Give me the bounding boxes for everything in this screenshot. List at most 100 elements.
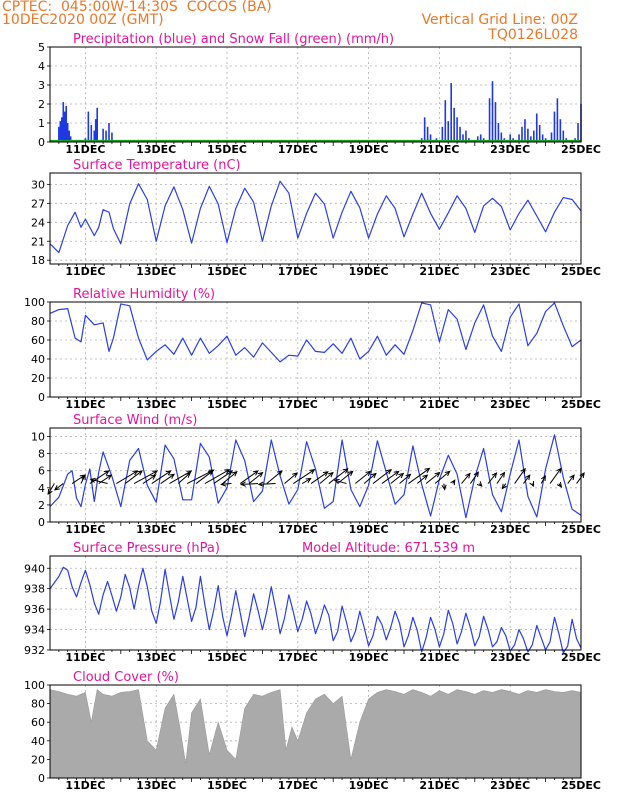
panel4-wind-arrow-head — [327, 471, 334, 478]
panel1-xtick-label: 11DEC — [65, 143, 105, 156]
panel4-xtick-label: 25DEC — [561, 523, 601, 536]
panel2-title-surface: Surface Temperature (nC) — [73, 158, 241, 173]
panel6-xtick-label: 17DEC — [278, 779, 318, 792]
panel4-wind-arrow-head — [53, 485, 60, 491]
panel1-precip-bar — [538, 124, 541, 142]
panel3-xtick-label: 25DEC — [561, 398, 601, 411]
panel1-precip-bar — [66, 123, 69, 142]
panel1-precip-bar — [87, 111, 90, 142]
panel4-wind-arrow-head — [370, 472, 377, 479]
panel4-wind-arrow-head — [89, 477, 96, 483]
panel1-precip-bar — [450, 83, 452, 142]
panel4-wind-arrow-head — [150, 474, 157, 480]
panel4-wind-arrow — [213, 470, 233, 484]
panel1-precip-bar — [90, 124, 93, 142]
panel1-xtick-label: 25DEC — [561, 143, 601, 156]
panel1-precip-bar — [108, 123, 110, 142]
panel6-cloud-area — [49, 689, 582, 779]
panel1-ytick-label: 4 — [38, 60, 45, 73]
panel4-wind-arrow-head — [520, 467, 526, 474]
panel4-wind-arrow-head — [322, 471, 329, 477]
panel3-series-line — [49, 302, 582, 363]
panel1-precip-bar — [535, 113, 538, 142]
panel3-ytick-label: 60 — [31, 334, 45, 347]
panel3-xtick-label: 11DEC — [65, 398, 105, 411]
panel4-xtick-label: 23DEC — [490, 523, 530, 536]
panel1-precip-bar — [541, 134, 544, 142]
panel4-wind-arrow — [160, 473, 175, 484]
panel1-title-precipitation: Precipitation (blue) and Snow Fall (gree… — [73, 32, 394, 47]
panel4-wind-arrow — [496, 472, 505, 484]
panel6-xtick-label: 23DEC — [490, 779, 530, 792]
panel4-wind-arrow-head — [386, 468, 392, 475]
panel3-xtick-label: 23DEC — [490, 398, 530, 411]
panel5-xtick-label: 19DEC — [349, 651, 389, 664]
panel4-wind-arrow — [461, 473, 471, 484]
panel4-wind-arrow-head — [393, 470, 400, 477]
panel4-wind-arrow — [425, 472, 440, 484]
panel1-precip-bar — [62, 102, 65, 142]
panel4-ytick-label: 0 — [38, 516, 45, 529]
panel4-wind-arrow-head — [152, 470, 159, 476]
panel4-wind-arrow-head — [501, 483, 507, 490]
panel4-xtick-label: 13DEC — [136, 523, 176, 536]
panel6-ytick-label: 80 — [31, 698, 45, 711]
panel4-wind-arrow — [284, 472, 298, 484]
panel4-series-line — [49, 434, 582, 519]
panel4-title-surface: Surface Wind (m/s) — [73, 413, 197, 428]
panel4-wind-arrow — [124, 470, 143, 484]
panel2-xtick-label: 21DEC — [419, 265, 459, 278]
panel4-wind-arrow — [399, 473, 411, 484]
panel1-precip-bar — [488, 98, 491, 142]
panel1-precip-bar — [479, 134, 482, 142]
panel4-wind-arrow — [567, 474, 575, 484]
panel2-ytick-label: 18 — [31, 254, 45, 267]
panel1-precip-bar — [453, 107, 455, 142]
panel2-xtick-label: 13DEC — [136, 265, 176, 278]
panel1-xtick-label: 23DEC — [490, 143, 530, 156]
panel1-precip-bar — [61, 117, 63, 142]
model-code: TQ0126L028 — [488, 27, 578, 43]
panel1-precip-bar — [476, 136, 479, 142]
panel1-xtick-label: 13DEC — [136, 143, 176, 156]
panel1-precip-bar — [65, 105, 68, 142]
panel1-precip-bar — [577, 123, 579, 142]
panel4-wind-arrow — [142, 474, 156, 484]
panel1-precip-bar — [559, 119, 562, 142]
panel1-precip-bar — [69, 136, 72, 142]
panel4-wind-arrow — [576, 472, 585, 484]
panel4-xtick-label: 21DEC — [419, 523, 459, 536]
panel5-xtick-label: 21DEC — [419, 651, 459, 664]
panel1-precip-bar — [102, 128, 104, 142]
panel4-wind-arrow — [319, 472, 334, 484]
panel3-title-relative: Relative Humidity (%) — [73, 287, 215, 302]
panel4-wind-arrow — [416, 474, 428, 484]
panel3-ytick-label: 20 — [31, 372, 45, 385]
panel4-wind-arrow-head — [540, 474, 546, 482]
panel4-wind-arrow-head — [529, 481, 535, 488]
panel1-precip-bar — [456, 117, 458, 142]
panel4-ytick-label: 4 — [38, 482, 45, 495]
panel3-ytick-label: 0 — [38, 391, 45, 404]
panel5-ytick-label: 932 — [24, 644, 45, 657]
panel1-precip-bar — [59, 121, 62, 142]
panel5-ytick-label: 934 — [24, 624, 45, 637]
panel1-precip-bar — [444, 100, 447, 142]
panel1-precip-bar — [562, 130, 565, 142]
panel1-precip-bar — [447, 121, 450, 142]
panel4-wind-arrow-head — [450, 479, 456, 486]
panel4-xtick-label: 11DEC — [65, 523, 105, 536]
panel4-wind-arrow — [186, 469, 214, 484]
panel4-wind-arrow-head — [333, 478, 340, 484]
panel5-plot-area — [50, 556, 581, 650]
panel6-xtick-label: 21DEC — [419, 779, 459, 792]
panel4-ytick-label: 8 — [38, 448, 45, 461]
panel4-wind-arrow — [334, 479, 347, 485]
panel3-plot-area — [50, 302, 581, 397]
panel4-wind-arrow-head — [207, 470, 214, 476]
panel1-precip-bar — [441, 126, 444, 142]
panel5-ytick-label: 938 — [24, 583, 45, 596]
panel2-xtick-label: 11DEC — [65, 265, 105, 278]
panel5-xtick-label: 15DEC — [207, 651, 247, 664]
panel4-wind-arrow — [266, 470, 283, 484]
